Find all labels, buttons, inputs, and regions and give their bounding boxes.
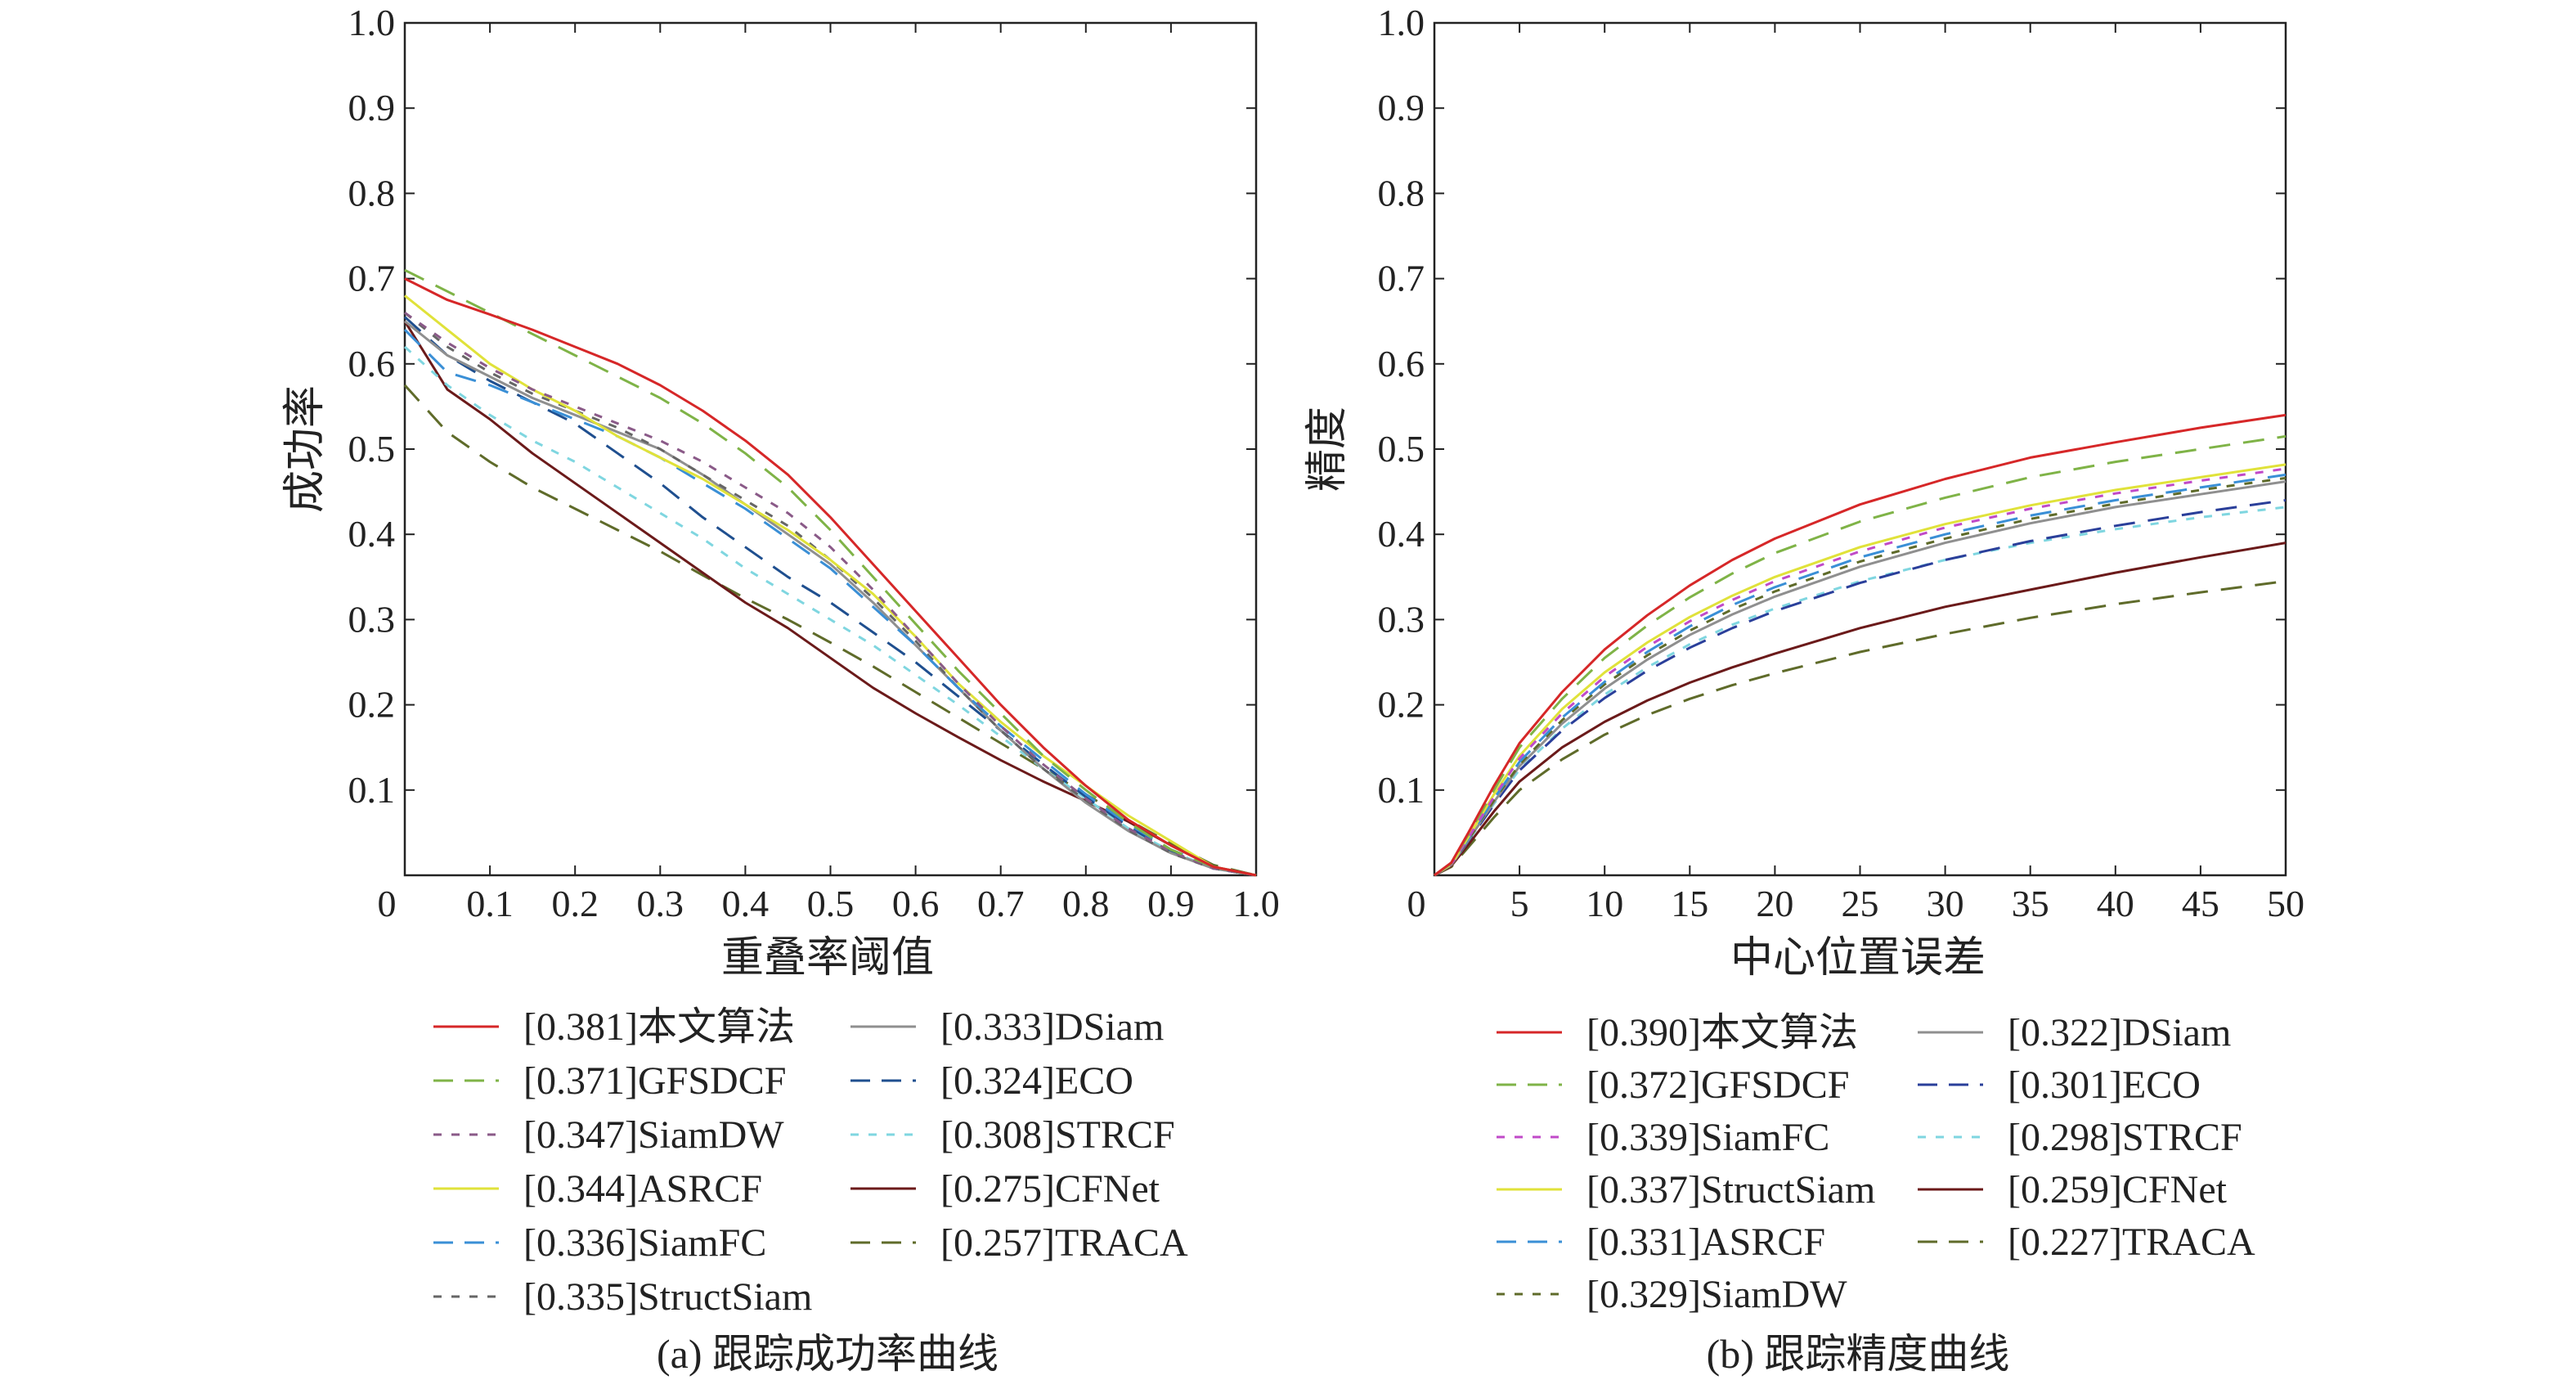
- chart-a-x-axis-label: 重叠率阈值: [721, 935, 934, 982]
- chart-b-y-tick-label: 0.2: [1378, 684, 1425, 726]
- chart-b-y-tick-label: 0.5: [1378, 428, 1425, 470]
- chart-a-plot-frame: [403, 21, 1258, 877]
- chart-a-x-tick-label: 1.0: [1232, 883, 1280, 924]
- chart-b-y-tick-label: 0.3: [1378, 598, 1425, 640]
- chart-a-legend-label: [0.344]ASRCF: [523, 1167, 762, 1211]
- chart-b-x-tick-label: 0: [1407, 883, 1426, 924]
- chart-b-legend-label: [0.322]DSiam: [2008, 1011, 2231, 1054]
- chart-b-legend-label: [0.298]STRCF: [2008, 1116, 2242, 1159]
- chart-a-y-tick-label: 0.8: [348, 172, 396, 214]
- chart-b-series-line: [1434, 413, 2287, 877]
- chart-a-y-tick-label: 0.9: [348, 87, 396, 128]
- chart-b-y-tick-label: 0.8: [1378, 172, 1425, 214]
- chart-b-caption: (b) 跟踪精度曲线: [1707, 1331, 2010, 1377]
- chart-b-y-axis-label: 精度: [1304, 407, 1351, 492]
- chart-b-x-tick-label: 10: [1586, 883, 1623, 924]
- chart-b-x-tick-label: 40: [2097, 883, 2134, 924]
- chart-a-y-axis-label: 成功率: [282, 385, 329, 513]
- chart-b-series-line: [1434, 463, 2287, 877]
- chart-a-caption: (a) 跟踪成功率曲线: [657, 1331, 999, 1377]
- chart-b-y-tick-label: 0.1: [1378, 769, 1425, 811]
- chart-b-x-tick-label: 35: [2012, 883, 2049, 924]
- chart-b-y-tick-label: 0.7: [1378, 258, 1425, 299]
- chart-b-x-tick-label: 20: [1756, 883, 1793, 924]
- chart-a-y-tick-label: 0.4: [348, 513, 396, 555]
- chart-a-x-tick-label: 0.6: [892, 883, 940, 924]
- chart-a-y-tick-label: 0.6: [348, 343, 396, 384]
- chart-a-legend-label: [0.308]STRCF: [940, 1113, 1175, 1157]
- chart-a-y-tick-label: 1.0: [348, 2, 396, 43]
- chart-a-y-tick-label: 0.1: [348, 769, 396, 811]
- chart-a-series-line: [403, 329, 1257, 877]
- chart-b-legend-label: [0.227]TRACA: [2008, 1220, 2255, 1264]
- chart-a-series-line: [404, 277, 1257, 877]
- chart-b-y-tick-label: 1.0: [1378, 2, 1425, 43]
- chart-a-series-line: [403, 345, 1257, 877]
- chart-b-legend-label: [0.390]本文算法: [1586, 1011, 1858, 1054]
- chart-a-x-tick-label: 0.9: [1147, 883, 1195, 924]
- chart-a-series-line: [403, 320, 1257, 877]
- chart-b-series-line: [1434, 480, 2287, 877]
- chart-b-legend-label: [0.337]StructSiam: [1586, 1168, 1875, 1211]
- chart-b-y-tick-label: 0.6: [1378, 343, 1425, 384]
- chart-a-x-tick-label: 0.5: [807, 883, 855, 924]
- chart-b-series-line: [1434, 542, 2287, 877]
- chart-a-y-tick-label: 0.7: [348, 258, 396, 299]
- chart-b-legend-label: [0.301]ECO: [2008, 1063, 2201, 1107]
- chart-a-y-tick-label: 0.5: [348, 428, 396, 470]
- chart-a-legend-label: [0.257]TRACA: [940, 1221, 1188, 1265]
- chart-a-legend-label: [0.333]DSiam: [940, 1005, 1164, 1049]
- chart-a-y-tick-label: 0.2: [348, 684, 396, 726]
- chart-a-x-tick-label: 0.1: [466, 883, 514, 924]
- chart-b-x-tick-label: 30: [1927, 883, 1964, 924]
- chart-a-x-tick-label: 0: [378, 883, 397, 924]
- chart-a-series-line: [404, 312, 1257, 877]
- chart-b-x-tick-label: 25: [1842, 883, 1879, 924]
- chart-b-y-tick-label: 0.4: [1378, 513, 1425, 555]
- chart-a-legend-label: [0.335]StructSiam: [523, 1275, 812, 1319]
- chart-b-x-axis-label: 中心位置误差: [1730, 935, 1986, 982]
- chart-a-series-line: [403, 384, 1257, 877]
- chart-a-series-line: [404, 312, 1257, 877]
- chart-a-series-line: [404, 294, 1257, 877]
- chart-b-legend-label: [0.259]CFNet: [2008, 1168, 2228, 1211]
- chart-b-series-line: [1434, 434, 2287, 877]
- chart-b-series-line: [1434, 467, 2287, 877]
- chart-b-series-line: [1434, 499, 2287, 877]
- chart-b-series-line: [1434, 580, 2287, 877]
- chart-a-legend-label: [0.275]CFNet: [940, 1167, 1160, 1211]
- chart-a-legend-label: [0.371]GFSDCF: [523, 1059, 786, 1103]
- chart-a-x-tick-label: 0.3: [637, 883, 684, 924]
- chart-b-x-tick-label: 50: [2267, 883, 2304, 924]
- chart-b-legend-label: [0.372]GFSDCF: [1586, 1063, 1849, 1107]
- chart-a-legend-label: [0.336]SiamFC: [523, 1221, 766, 1265]
- chart-a-y-tick-label: 0.3: [348, 598, 396, 640]
- chart-b-legend-label: [0.339]SiamFC: [1586, 1116, 1829, 1159]
- chart-b-legend-label: [0.329]SiamDW: [1586, 1273, 1847, 1316]
- chart-b-series-line: [1434, 473, 2287, 877]
- chart-a-series-line: [404, 320, 1257, 877]
- chart-b-legend-label: [0.331]ASRCF: [1586, 1220, 1825, 1264]
- chart-a-x-tick-label: 0.4: [722, 883, 770, 924]
- chart-b-y-tick-label: 0.9: [1378, 87, 1425, 128]
- chart-b-x-tick-label: 45: [2182, 883, 2219, 924]
- chart-a-series-line: [403, 316, 1257, 877]
- chart-a-legend-label: [0.381]本文算法: [523, 1005, 795, 1049]
- chart-a-legend-label: [0.347]SiamDW: [523, 1113, 784, 1157]
- chart-a-x-tick-label: 0.8: [1062, 883, 1110, 924]
- chart-a-x-tick-label: 0.2: [551, 883, 599, 924]
- chart-a-x-tick-label: 0.7: [977, 883, 1025, 924]
- chart-a-series-line: [404, 268, 1257, 877]
- chart-b-x-tick-label: 5: [1510, 883, 1529, 924]
- chart-b-x-tick-label: 15: [1671, 883, 1708, 924]
- chart-b-series-line: [1434, 476, 2287, 877]
- chart-a-legend-label: [0.324]ECO: [940, 1059, 1133, 1103]
